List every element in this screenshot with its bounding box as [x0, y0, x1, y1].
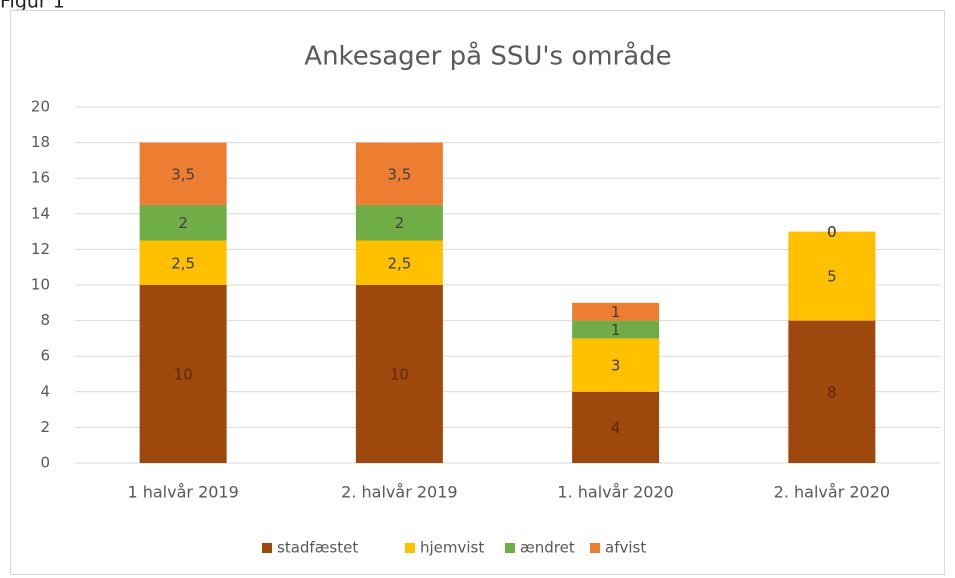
bar-segment: [572, 302, 660, 321]
data-label: 2,5: [387, 254, 411, 272]
legend-swatch: [590, 543, 600, 553]
legend-swatch: [505, 543, 515, 553]
x-tick-label: 1. halvår 2020: [557, 483, 673, 502]
bar-segment: [788, 231, 876, 321]
bar-segment: [139, 142, 227, 205]
bar-segment: [788, 320, 876, 463]
data-label: 4: [611, 419, 621, 437]
y-tick-label: 20: [31, 98, 50, 116]
data-label: 3: [611, 357, 621, 375]
y-tick-label: 12: [31, 240, 50, 258]
y-tick-label: 2: [40, 418, 50, 436]
chart-title: Ankesager på SSU's område: [304, 41, 671, 72]
x-tick-label: 1 halvår 2019: [127, 483, 238, 502]
y-tick-label: 10: [31, 276, 50, 294]
legend-label: ændret: [520, 539, 575, 557]
data-label: 3,5: [171, 165, 195, 183]
data-label: 10: [390, 366, 409, 384]
y-tick-label: 16: [31, 169, 50, 187]
x-tick-label: 2. halvår 2020: [774, 483, 890, 502]
bar-segment: [139, 285, 227, 463]
legend-label: stadfæstet: [277, 539, 358, 557]
bar-segment: [139, 240, 227, 285]
data-label: 2: [395, 214, 405, 232]
bar-segment: [572, 320, 660, 339]
legend-label: afvist: [605, 539, 646, 557]
data-label: 0: [827, 223, 837, 241]
data-label: 8: [827, 383, 837, 401]
y-tick-label: 4: [40, 382, 50, 400]
bar-segment: [139, 204, 227, 241]
y-tick-label: 18: [31, 133, 50, 151]
data-label: 1: [611, 321, 621, 339]
data-label: 0: [827, 223, 837, 241]
bar-segment: [355, 240, 443, 285]
bar-segment: [572, 338, 660, 392]
legend-swatch: [262, 543, 272, 553]
y-tick-label: 14: [31, 204, 50, 222]
bar-segment: [355, 204, 443, 241]
data-label: 1: [611, 303, 621, 321]
y-tick-label: 6: [40, 347, 50, 365]
bar-segment: [355, 285, 443, 463]
y-tick-label: 8: [40, 311, 50, 329]
legend-label: hjemvist: [420, 539, 484, 557]
legend-swatch: [405, 543, 415, 553]
data-label: 10: [174, 366, 193, 384]
data-label: 3,5: [387, 165, 411, 183]
y-tick-label: 0: [40, 454, 50, 472]
caption: Figur 1: [0, 0, 65, 13]
x-tick-label: 2. halvår 2019: [341, 483, 457, 502]
data-label: 2: [178, 214, 188, 232]
data-label: 5: [827, 268, 837, 286]
data-label: 2,5: [171, 254, 195, 272]
bar-segment: [355, 142, 443, 205]
bar-segment: [572, 391, 660, 463]
